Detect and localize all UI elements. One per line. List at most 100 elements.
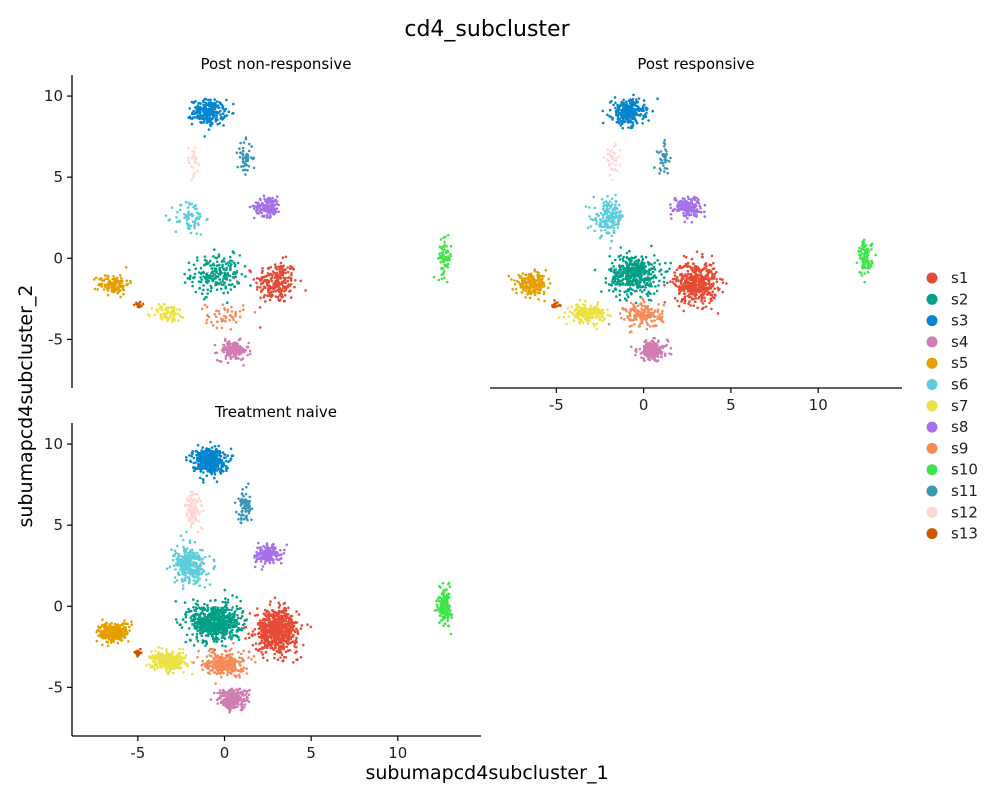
scatter-point-s12 — [193, 171, 196, 175]
scatter-point-s2 — [228, 279, 232, 282]
scatter-point-s1 — [275, 268, 279, 271]
scatter-point-s8 — [689, 198, 693, 201]
scatter-point-s1 — [684, 273, 687, 276]
scatter-point-s1 — [249, 270, 252, 274]
scatter-point-s2 — [243, 265, 247, 268]
scatter-point-s1 — [283, 623, 286, 626]
scatter-point-s4 — [657, 339, 660, 342]
scatter-point-s3 — [631, 117, 635, 121]
scatter-point-s3 — [642, 99, 646, 102]
scatter-point-s9 — [231, 316, 235, 320]
scatter-point-s6 — [175, 215, 178, 219]
scatter-point-s6 — [603, 203, 606, 207]
scatter-point-s12 — [606, 148, 610, 151]
scatter-point-s2 — [209, 264, 212, 267]
scatter-point-s10 — [440, 277, 444, 281]
scatter-point-s4 — [656, 355, 660, 358]
scatter-point-s1 — [278, 299, 281, 303]
scatter-point-s1 — [709, 293, 713, 297]
scatter-point-s10 — [445, 263, 449, 267]
scatter-point-s12 — [615, 156, 618, 160]
scatter-point-s1 — [263, 617, 267, 621]
scatter-point-s8 — [268, 197, 272, 200]
scatter-points-group — [92, 97, 453, 367]
scatter-point-s10 — [438, 254, 442, 258]
scatter-point-s1 — [253, 628, 257, 631]
scatter-point-s4 — [232, 346, 235, 350]
scatter-point-s2 — [199, 266, 203, 270]
scatter-point-s12 — [187, 156, 190, 160]
scatter-point-s11 — [664, 154, 667, 158]
scatter-point-s4 — [239, 349, 243, 353]
scatter-point-s4 — [655, 353, 658, 356]
scatter-point-s2 — [241, 611, 244, 614]
scatter-point-s5 — [118, 282, 121, 285]
scatter-point-s2 — [188, 268, 191, 272]
scatter-point-s2 — [617, 275, 620, 278]
scatter-point-s1 — [251, 643, 255, 647]
scatter-point-s9 — [228, 318, 231, 322]
scatter-point-s2 — [227, 608, 231, 612]
scatter-point-s10 — [445, 245, 449, 248]
scatter-point-s1 — [699, 285, 702, 288]
scatter-point-s6 — [170, 206, 174, 209]
scatter-point-s1 — [262, 625, 266, 629]
scatter-point-s2 — [593, 268, 597, 272]
scatter-point-s12 — [611, 156, 614, 160]
scatter-point-s9 — [652, 311, 656, 314]
scatter-point-s1 — [274, 646, 277, 650]
scatter-point-s1 — [282, 276, 286, 280]
scatter-point-s2 — [225, 262, 228, 266]
scatter-point-s12 — [608, 162, 611, 166]
scatter-point-s3 — [616, 105, 620, 108]
scatter-point-s4 — [651, 357, 654, 360]
scatter-point-s5 — [111, 286, 114, 290]
scatter-point-s1 — [306, 623, 309, 626]
scatter-point-s6 — [610, 197, 614, 201]
scatter-point-s12 — [611, 178, 614, 181]
scatter-point-s6 — [194, 207, 197, 211]
scatter-point-s2 — [221, 280, 224, 283]
scatter-point-s10 — [860, 274, 864, 277]
scatter-point-s10 — [437, 278, 441, 282]
scatter-point-s12 — [614, 142, 617, 146]
scatter-point-s3 — [202, 109, 205, 112]
scatter-point-s5 — [98, 282, 102, 286]
scatter-point-s1 — [281, 610, 284, 613]
scatter-point-s8 — [248, 205, 252, 209]
scatter-point-s1 — [248, 612, 252, 615]
scatter-point-s7 — [595, 314, 598, 317]
scatter-point-s9 — [648, 308, 651, 311]
scatter-point-s1 — [266, 294, 270, 298]
scatter-point-s10 — [432, 275, 436, 279]
scatter-point-s1 — [700, 296, 704, 299]
scatter-point-s2 — [233, 285, 236, 288]
scatter-point-s2 — [232, 251, 236, 255]
scatter-point-s2 — [658, 262, 661, 266]
scatter-point-s1 — [283, 289, 286, 293]
scatter-point-s4 — [239, 345, 243, 349]
scatter-point-s6 — [197, 217, 201, 221]
scatter-point-s1 — [254, 642, 258, 645]
scatter-point-s9 — [656, 317, 659, 321]
scatter-point-s1 — [682, 254, 686, 258]
scatter-point-s9 — [628, 331, 632, 334]
scatter-point-s2 — [196, 599, 199, 603]
scatter-point-s8 — [269, 210, 272, 213]
scatter-point-s3 — [621, 121, 625, 124]
scatter-point-s1 — [673, 271, 676, 274]
scatter-point-s5 — [525, 289, 528, 293]
scatter-point-s6 — [611, 211, 614, 214]
scatter-point-s9 — [226, 310, 229, 314]
scatter-point-s2 — [644, 265, 647, 268]
scatter-point-s9 — [215, 326, 219, 330]
scatter-point-s5 — [520, 291, 524, 294]
scatter-point-s1 — [258, 306, 262, 309]
scatter-point-s2 — [212, 606, 215, 609]
scatter-point-s7 — [592, 322, 595, 326]
scatter-point-s1 — [290, 272, 293, 275]
scatter-point-s5 — [528, 296, 532, 300]
scatter-point-s6 — [589, 225, 593, 228]
scatter-point-s3 — [656, 97, 659, 100]
